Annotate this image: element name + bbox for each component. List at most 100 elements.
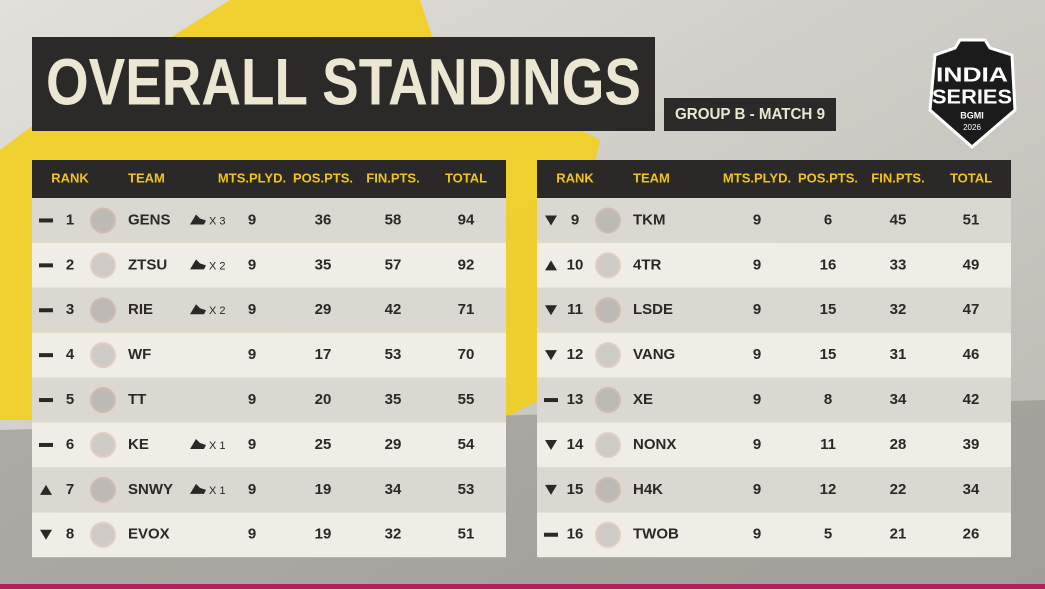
chicken-dinners: X 1 [209,440,226,452]
table-row: 11 LSDE 9 15 32 47 [537,287,1011,333]
rank: 11 [567,301,583,318]
stat-mts: 9 [248,436,256,453]
stat-fin: 34 [385,481,402,498]
team-name: VANG [633,346,675,363]
stat-fin: 31 [890,346,907,363]
team-name: H4K [633,481,663,498]
chicken-icon [190,438,206,449]
table-row: 4 WF 9 17 53 70 [32,332,506,378]
chicken-icon [190,259,206,270]
stat-fin: 42 [385,301,402,318]
stat-pos: 16 [820,256,837,273]
trend-down-icon [545,305,557,316]
table-row: 5 TT 9 20 35 55 [32,377,506,423]
stat-mts: 9 [248,256,256,273]
chicken-icon [190,214,206,225]
table-row: 16 TWOB 9 5 21 26 [537,512,1011,558]
stat-fin: 58 [385,211,402,228]
stat-fin: 28 [890,436,907,453]
team-logo [90,252,116,279]
team-name: XE [633,391,653,408]
trend-same-icon [39,308,53,313]
team-logo [595,297,621,324]
row-bg [32,377,506,423]
standings-table: RANK TEAM MTS.PLYD. POS.PTS. FIN.PTS. TOTAL 9 T… [537,160,1011,558]
logo-shield [928,38,1017,149]
logo-year: 2026 [963,123,981,132]
stat-total: 53 [458,481,475,498]
trend-down-icon [545,439,557,450]
team-name: TWOB [633,526,679,543]
stat-total: 71 [458,301,475,318]
table-row: 2 ZTSU X 2 9 35 57 92 [32,242,506,288]
column-header: TEAM [633,170,670,185]
stat-total: 94 [458,211,475,228]
column-header: FIN.PTS. [366,170,419,185]
column-header: RANK [51,170,89,185]
trend-down-icon [545,350,557,361]
stat-total: 34 [963,481,980,498]
column-header: MTS.PLYD. [723,170,791,185]
rank: 12 [567,346,584,363]
stat-pos: 17 [315,346,332,363]
rank: 5 [66,391,74,408]
stat-pos: 5 [824,526,832,543]
team-logo [90,387,116,414]
row-bg [32,332,506,378]
row-bg [32,467,506,513]
rank: 15 [567,481,584,498]
rank: 13 [567,391,584,408]
table-row: 8 EVOX 9 19 32 51 [32,512,506,558]
stat-fin: 35 [385,391,402,408]
team-name: TKM [633,211,666,228]
trend-same-icon [39,353,53,358]
stat-pos: 29 [315,301,332,318]
team-logo [90,297,116,324]
table-row: 9 TKM 9 6 45 51 [537,198,1011,243]
column-header: POS.PTS. [798,170,858,185]
team-name: NONX [633,436,676,453]
team-logo [90,207,116,234]
team-logo [90,431,116,458]
table-row: 15 H4K 9 12 22 34 [537,467,1011,513]
stat-fin: 34 [890,391,907,408]
stat-mts: 9 [753,256,761,273]
stat-pos: 25 [315,436,332,453]
team-logo [90,476,116,503]
logo-brand: BGMI [960,110,984,120]
rank: 2 [66,256,74,273]
row-bg [537,377,1011,423]
rank: 16 [567,526,584,543]
row-bg [537,287,1011,333]
stat-fin: 32 [385,526,402,543]
team-name: RIE [128,301,153,318]
chicken-icon [190,304,206,315]
stat-total: 26 [963,526,980,543]
stat-fin: 53 [385,346,402,363]
team-logo [90,521,116,548]
stat-fin: 57 [385,256,402,273]
column-header: TEAM [128,170,165,185]
rank: 8 [66,526,74,543]
row-bg [537,198,1011,243]
rank: 4 [66,346,75,363]
trend-same-icon [39,263,53,268]
trend-same-icon [544,398,558,403]
stat-total: 42 [963,391,980,408]
trend-down-icon [40,529,52,540]
table-row: 7 SNWY X 1 9 19 34 53 [32,467,506,513]
team-name: ZTSU [128,256,167,273]
stat-pos: 35 [315,256,332,273]
stat-fin: 32 [890,301,907,318]
chicken-dinners: X 1 [209,485,226,497]
trend-same-icon [39,442,53,447]
stat-mts: 9 [248,301,256,318]
chicken-dinners: X 2 [209,305,226,317]
team-name: KE [128,436,149,453]
stat-pos: 15 [820,301,837,318]
team-name: 4TR [633,256,662,273]
stat-pos: 36 [315,211,332,228]
team-logo [595,252,621,279]
stat-mts: 9 [753,346,761,363]
